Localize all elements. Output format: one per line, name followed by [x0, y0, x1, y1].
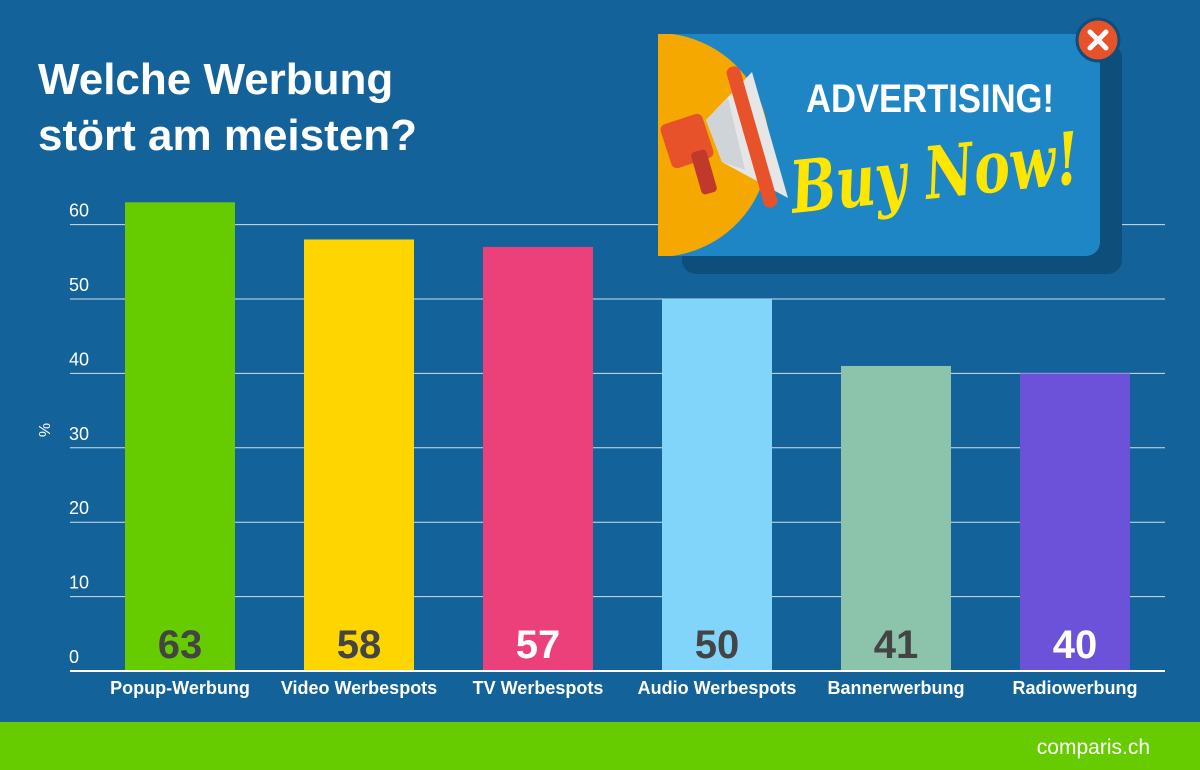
bar-value-label: 40: [1053, 623, 1098, 667]
y-tick-label: 40: [69, 349, 89, 369]
bar-value-label: 57: [516, 623, 561, 667]
y-tick-label: 30: [69, 424, 89, 444]
bar-radiowerbung: [1020, 373, 1130, 671]
y-tick-label: 50: [69, 275, 89, 295]
bar-value-label: 58: [337, 623, 382, 667]
x-category-label: Popup-Werbung: [110, 678, 250, 698]
y-axis-ticks: 0 10 20 30 40 50 60: [69, 201, 89, 667]
x-category-label: Bannerwerbung: [827, 678, 964, 698]
gridlines: [70, 224, 1165, 598]
x-category-label: Audio Werbespots: [638, 678, 797, 698]
brand-logo: comparis.ch: [1036, 736, 1150, 759]
bar-value-label: 63: [158, 623, 203, 667]
bar-value-label: 50: [695, 623, 740, 667]
y-tick-label: 60: [69, 201, 89, 221]
bar-popup-werbung: [125, 202, 235, 671]
title-line-2: stört am meisten?: [38, 111, 417, 160]
y-axis-label: %: [37, 423, 54, 437]
x-category-label: Video Werbespots: [281, 678, 437, 698]
y-tick-label: 0: [69, 647, 79, 667]
close-icon: [1075, 17, 1121, 63]
footer-bar: [0, 722, 1200, 770]
ad-headline: ADVERTISING!: [806, 77, 1054, 121]
ad-illustration: ADVERTISING! Buy Now!: [658, 17, 1122, 274]
y-tick-label: 10: [69, 573, 89, 593]
x-category-label: Radiowerbung: [1013, 678, 1138, 698]
x-axis-labels: Popup-Werbung Video Werbespots TV Werbespo…: [110, 678, 1137, 698]
bar-value-label: 41: [874, 623, 919, 667]
bars: 63 58 57 50 41 40: [125, 202, 1130, 672]
bar-audio-werbespots: [662, 299, 772, 671]
y-tick-label: 20: [69, 498, 89, 518]
bar-tv-werbespots: [483, 246, 593, 672]
title-line-1: Welche Werbung: [38, 55, 394, 104]
page-title: Welche Werbung stört am meisten?: [38, 52, 417, 164]
bar-bannerwerbung: [841, 365, 951, 671]
bar-video-werbespots: [304, 239, 414, 672]
megaphone-icon: [660, 66, 788, 208]
x-category-label: TV Werbespots: [473, 678, 604, 698]
